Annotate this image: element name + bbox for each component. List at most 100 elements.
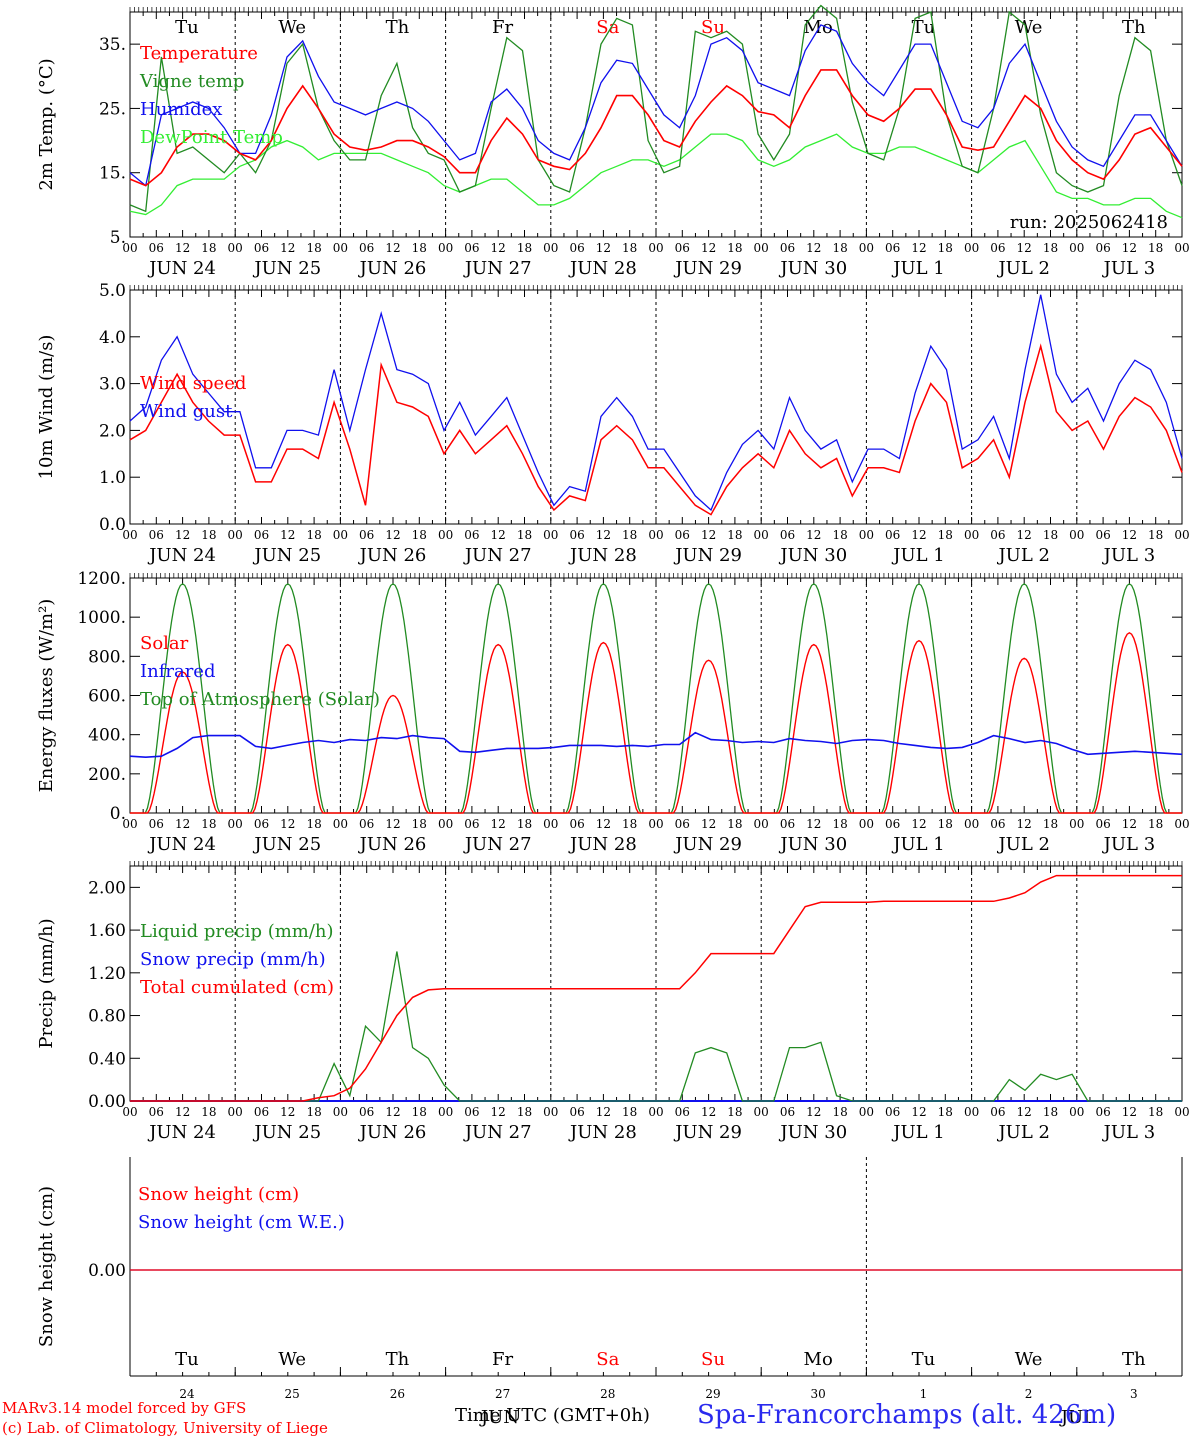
- date-tick-label: JUL 3: [1102, 545, 1156, 566]
- hour-tick-label: 06: [990, 241, 1005, 255]
- hour-tick-label: 18: [201, 817, 216, 831]
- date-tick-label: JUN 28: [568, 258, 637, 279]
- legend-entry: Wind gust: [140, 401, 233, 422]
- y-tick-label: 1000.: [77, 608, 126, 628]
- hour-tick-label: 06: [254, 241, 269, 255]
- hour-tick-label: 12: [701, 241, 716, 255]
- credit-line-2: (c) Lab. of Climatology, University of L…: [2, 1419, 328, 1437]
- hour-tick-label: 06: [885, 528, 900, 542]
- hour-tick-label: 12: [491, 528, 506, 542]
- hour-tick-label: 06: [359, 1105, 374, 1119]
- hour-tick-label: 18: [832, 528, 847, 542]
- hour-tick-label: 12: [911, 528, 926, 542]
- weekday-label: Tu: [912, 17, 936, 38]
- date-tick-label: JUN 28: [568, 834, 637, 855]
- day-number-label: 1: [920, 1387, 928, 1401]
- hour-tick-label: 12: [385, 817, 400, 831]
- hour-tick-label: 18: [201, 528, 216, 542]
- y-tick-label: 2.00: [88, 878, 126, 898]
- hour-tick-label: 12: [280, 528, 295, 542]
- hour-tick-label: 00: [438, 528, 453, 542]
- hour-tick-label: 00: [228, 817, 243, 831]
- y-axis-label: 10m Wind (m/s): [36, 335, 57, 480]
- hour-tick-label: 06: [1095, 1105, 1110, 1119]
- hour-tick-label: 12: [806, 1105, 821, 1119]
- hour-tick-label: 00: [333, 241, 348, 255]
- hour-tick-label: 12: [806, 241, 821, 255]
- hour-tick-label: 06: [569, 1105, 584, 1119]
- weekday-label: Tu: [175, 17, 199, 38]
- date-tick-label: JUN 30: [778, 834, 847, 855]
- hour-tick-label: 06: [149, 817, 164, 831]
- date-tick-label: JUN 27: [463, 1122, 532, 1143]
- hour-tick-label: 12: [385, 528, 400, 542]
- hour-tick-label: 18: [727, 1105, 742, 1119]
- date-tick-label: JUL 3: [1102, 1122, 1156, 1143]
- y-tick-label: 1.0: [99, 468, 126, 488]
- hour-tick-label: 18: [1043, 1105, 1058, 1119]
- date-tick-label: JUN 24: [147, 545, 216, 566]
- day-number-label: 25: [285, 1387, 300, 1401]
- series-solar: [130, 631, 1182, 814]
- hour-tick-label: 18: [938, 528, 953, 542]
- hour-tick-label: 18: [201, 241, 216, 255]
- hour-tick-label: 18: [727, 241, 742, 255]
- hour-tick-label: 00: [1174, 528, 1189, 542]
- hour-tick-label: 00: [333, 1105, 348, 1119]
- y-axis-label: Energy fluxes (W/m²): [36, 599, 57, 793]
- date-tick-label: JUL 2: [996, 834, 1050, 855]
- date-tick-label: JUL 1: [891, 258, 945, 279]
- date-tick-label: JUL 2: [996, 258, 1050, 279]
- hour-tick-label: 00: [648, 241, 663, 255]
- hour-tick-label: 00: [1069, 1105, 1084, 1119]
- hour-tick-label: 06: [569, 241, 584, 255]
- hour-tick-label: 12: [1122, 241, 1137, 255]
- y-tick-label: 0.0: [99, 515, 126, 535]
- hour-tick-label: 06: [149, 1105, 164, 1119]
- hour-tick-label: 00: [754, 1105, 769, 1119]
- hour-tick-label: 00: [122, 817, 137, 831]
- day-number-label: 29: [705, 1387, 720, 1401]
- hour-tick-label: 12: [491, 817, 506, 831]
- hour-tick-label: 00: [122, 241, 137, 255]
- day-number-label: 2: [1025, 1387, 1033, 1401]
- y-tick-label: 35.: [99, 35, 126, 55]
- hour-tick-label: 06: [254, 817, 269, 831]
- hour-tick-label: 18: [306, 528, 321, 542]
- legend-entry: DewPoint Temp: [140, 127, 283, 148]
- hour-tick-label: 06: [780, 241, 795, 255]
- hour-tick-label: 00: [228, 1105, 243, 1119]
- weekday-label: Su: [701, 1349, 725, 1370]
- series-infrared: [129, 731, 1183, 759]
- hour-tick-label: 06: [464, 241, 479, 255]
- hour-tick-label: 18: [1043, 241, 1058, 255]
- hour-tick-label: 06: [464, 1105, 479, 1119]
- weekday-label: Th: [1122, 17, 1146, 38]
- date-tick-label: JUL 1: [891, 545, 945, 566]
- date-tick-label: JUN 26: [358, 545, 427, 566]
- weekday-label: Mo: [804, 1349, 833, 1370]
- hour-tick-label: 06: [780, 1105, 795, 1119]
- hour-tick-label: 12: [596, 528, 611, 542]
- hour-tick-label: 00: [438, 1105, 453, 1119]
- day-number-label: 27: [495, 1387, 510, 1401]
- hour-tick-label: 06: [990, 528, 1005, 542]
- date-tick-label: JUN 28: [568, 1122, 637, 1143]
- hour-tick-label: 18: [622, 241, 637, 255]
- date-tick-label: JUN 29: [673, 258, 742, 279]
- weekday-label: Sa: [596, 1349, 619, 1370]
- hour-tick-label: 00: [964, 1105, 979, 1119]
- hour-tick-label: 12: [1122, 1105, 1137, 1119]
- y-tick-label: 600.: [88, 687, 126, 707]
- hour-tick-label: 00: [754, 528, 769, 542]
- hour-tick-label: 18: [412, 528, 427, 542]
- date-tick-label: JUN 29: [673, 834, 742, 855]
- date-tick-label: JUN 26: [358, 1122, 427, 1143]
- series-humidex: [129, 24, 1183, 187]
- date-tick-label: JUN 25: [252, 834, 321, 855]
- date-tick-label: JUN 24: [147, 834, 216, 855]
- weekday-label: Th: [1122, 1349, 1146, 1370]
- hour-tick-label: 00: [228, 528, 243, 542]
- legend-entry: Liquid precip (mm/h): [140, 921, 334, 942]
